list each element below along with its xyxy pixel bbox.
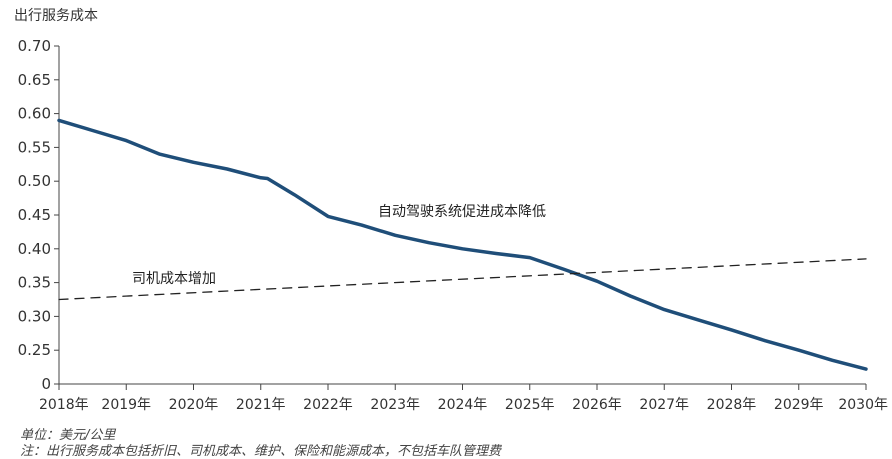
x-tick-label: 2018年 — [39, 397, 89, 413]
x-tick-label: 2021年 — [236, 397, 286, 413]
x-tick-label: 2020年 — [169, 397, 219, 413]
y-tick-label: 0.50 — [18, 172, 51, 190]
x-tick-label: 2022年 — [303, 397, 353, 413]
series-line-autonomous — [57, 118, 868, 371]
x-tick-label: 2030年 — [838, 397, 888, 413]
x-tick-label: 2026年 — [572, 397, 622, 413]
series-label-driver: 司机成本增加 — [132, 271, 216, 287]
y-tick-label: 0.65 — [18, 71, 51, 89]
y-tick-label: 0.60 — [18, 105, 51, 123]
y-tick-label: 0.70 — [18, 37, 51, 55]
x-tick-label: 2024年 — [438, 397, 488, 413]
x-tick-label: 2028年 — [707, 397, 757, 413]
y-axis-title: 出行服务成本 — [14, 8, 98, 24]
y-tick-label: 0 — [41, 375, 51, 393]
y-tick-label: 0.30 — [18, 307, 51, 325]
unit-note: 单位：美元/公里 — [20, 428, 116, 443]
x-tick-label: 2025年 — [505, 397, 555, 413]
x-tick-label: 2029年 — [774, 397, 824, 413]
line-chart: 出行服务成本 0 0.25 0.30 0.35 0.40 0.45 0.50 0.55 0.60… — [14, 8, 888, 413]
footnote: 注：出行服务成本包括折旧、司机成本、维护、保险和能源成本，不包括车队管理费 — [20, 444, 502, 459]
y-tick-label: 0.35 — [18, 274, 51, 292]
x-tick-label: 2023年 — [370, 397, 420, 413]
y-tick-label: 0.55 — [18, 138, 51, 156]
series-line-driver — [58, 258, 867, 301]
y-tick-label: 0.40 — [18, 240, 51, 258]
x-tick-label: 2019年 — [101, 397, 151, 413]
x-tick-label: 2027年 — [639, 397, 689, 413]
y-tick-label: 0.25 — [18, 341, 51, 359]
y-tick-label: 0.45 — [18, 206, 51, 224]
series-label-autonomous: 自动驾驶系统促进成本降低 — [378, 204, 546, 220]
